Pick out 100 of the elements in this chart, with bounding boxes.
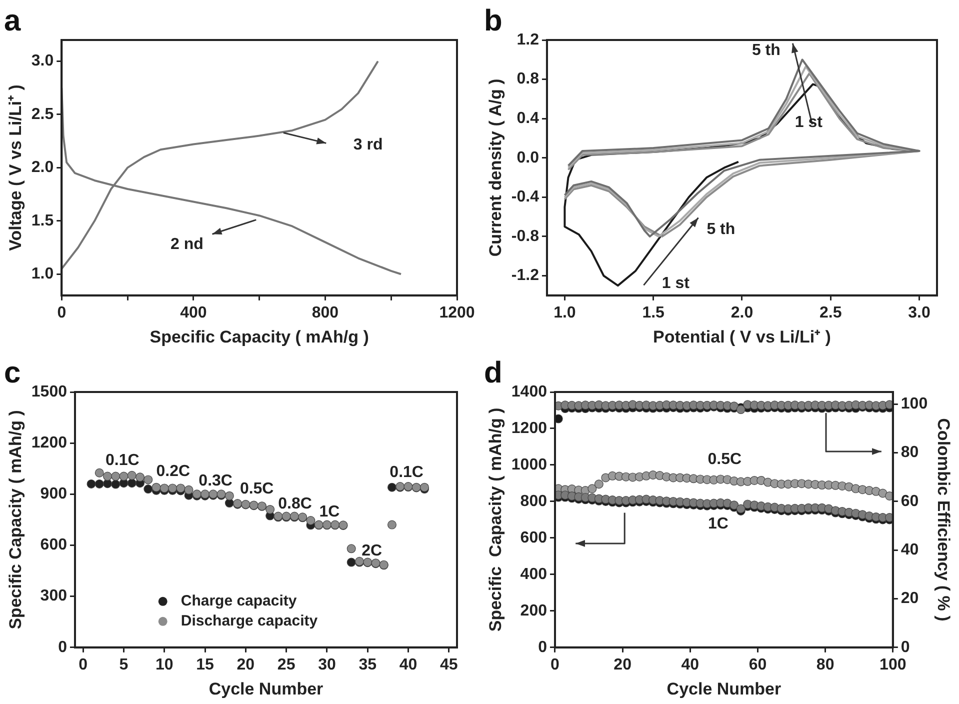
y-tick-label: 1.5 <box>31 212 54 230</box>
annotation: 0.3C <box>198 472 233 490</box>
annotation: 1C <box>708 516 729 533</box>
annotation: 1C <box>319 504 340 521</box>
x-axis-title: Specific Capacity ( mAh/g ) <box>150 327 369 346</box>
y-tick-label: 900 <box>40 486 68 503</box>
y-tick-label: 2.0 <box>31 159 54 176</box>
point <box>136 472 145 482</box>
y-tick-label: 0.8 <box>516 70 540 88</box>
point <box>266 504 275 514</box>
y2-tick-label: 20 <box>900 590 919 608</box>
point <box>144 475 153 484</box>
x-tick-label: 1.0 <box>554 304 576 322</box>
point <box>346 558 356 567</box>
x-tick-label: 15 <box>196 656 214 674</box>
x-axis-title: Potential ( V vs Li/Li⁺ ) <box>653 327 831 346</box>
y-tick-label: 1200 <box>511 420 548 437</box>
point <box>94 468 104 478</box>
x-tick-label: 25 <box>277 656 296 674</box>
y-tick-label: 1000 <box>511 456 548 474</box>
y2-axis-title: Colombic Efficiency ( % ) <box>934 418 954 622</box>
y-tick-label: 600 <box>40 536 68 554</box>
x-tick-label: 30 <box>318 656 336 674</box>
y2-tick-label: 40 <box>900 542 919 559</box>
y-tick-label: 0 <box>538 638 548 656</box>
y-axis-title: Specific Capacity ( mAh/g ) <box>6 410 25 630</box>
y-tick-label: 1200 <box>31 434 68 452</box>
annotation: 0.8C <box>278 496 312 513</box>
annotation: 0.1C <box>105 452 140 469</box>
point <box>594 480 604 489</box>
annotation: 1 st <box>662 275 690 292</box>
point <box>387 482 396 492</box>
y2-tick-label: 100 <box>900 396 928 413</box>
annotation: 3 rd <box>353 136 383 154</box>
legend-label: Charge capacity <box>180 592 298 610</box>
point <box>176 484 186 493</box>
y-tick-label: 0 <box>58 638 68 656</box>
point <box>152 482 161 492</box>
y-tick-label: 3.0 <box>31 52 54 70</box>
x-tick-label: 60 <box>748 656 767 674</box>
x-tick-label: 20 <box>614 656 632 674</box>
x-axis-title: Cycle Number <box>208 679 324 698</box>
x-tick-label: 2.0 <box>730 304 754 322</box>
point <box>184 485 194 494</box>
point <box>119 472 128 481</box>
chart-title: a <box>4 4 21 38</box>
x-tick-label: 20 <box>236 656 255 674</box>
y-axis-title: Current density ( A/g ) <box>486 78 505 257</box>
y-tick-label: -0.8 <box>511 228 540 245</box>
point <box>224 491 234 500</box>
point <box>103 472 112 481</box>
y2-tick-label: 80 <box>900 444 919 462</box>
annotation: 5 th <box>706 220 736 238</box>
point <box>111 472 120 481</box>
x-tick-label: 45 <box>440 656 458 674</box>
y-tick-label: 1500 <box>31 383 68 400</box>
annotation: 5 th <box>752 42 780 60</box>
y-tick-label: 600 <box>520 529 548 546</box>
annotation: 0.2C <box>156 463 191 480</box>
point <box>144 484 153 494</box>
y-tick-label: 0.4 <box>516 110 540 127</box>
x-tick-label: 2.5 <box>820 304 842 322</box>
x-tick-label: 1.5 <box>642 304 665 322</box>
annotation: 1 st <box>794 114 824 132</box>
x-tick-label: 10 <box>156 656 174 674</box>
y-tick-label: 0.0 <box>516 149 540 166</box>
point <box>86 479 96 488</box>
y-axis-title: Specific Capacity ( mAh/g ) <box>486 408 505 632</box>
point <box>346 544 356 554</box>
point <box>387 520 396 530</box>
x-tick-label: 3.0 <box>908 304 930 322</box>
x-tick-label: 100 <box>880 656 906 674</box>
chart-title: d <box>484 356 502 390</box>
annotation: 2C <box>362 542 382 560</box>
y-tick-label: -1.2 <box>511 267 540 284</box>
annotation: 2 nd <box>170 236 204 253</box>
y-axis-title: Voltage ( V vs Li/Li⁺ ) <box>6 84 25 251</box>
x-tick-label: 80 <box>816 656 834 674</box>
point <box>878 488 888 498</box>
point <box>588 484 597 494</box>
point <box>885 400 893 410</box>
annotation: 0.1C <box>390 464 424 481</box>
x-tick-label: 1200 <box>439 304 475 322</box>
point <box>885 491 893 500</box>
chart-title: b <box>484 4 502 38</box>
x-tick-label: 5 <box>119 656 128 674</box>
x-tick-label: 0 <box>78 656 88 674</box>
chart-title: c <box>4 356 21 390</box>
annotation: 0.5C <box>240 480 274 498</box>
x-axis-title: Cycle Number <box>666 679 782 698</box>
y-tick-label: 1.2 <box>516 31 540 48</box>
y-tick-label: 800 <box>520 492 548 510</box>
y-tick-label: 1400 <box>511 383 548 400</box>
point <box>111 480 120 489</box>
y-tick-label: 300 <box>40 588 68 605</box>
y-tick-label: -0.4 <box>511 188 540 206</box>
point <box>94 479 104 488</box>
legend-label: Discharge capacity <box>180 612 318 630</box>
annotation: 0.5C <box>708 451 742 468</box>
x-tick-label: 35 <box>358 656 377 674</box>
